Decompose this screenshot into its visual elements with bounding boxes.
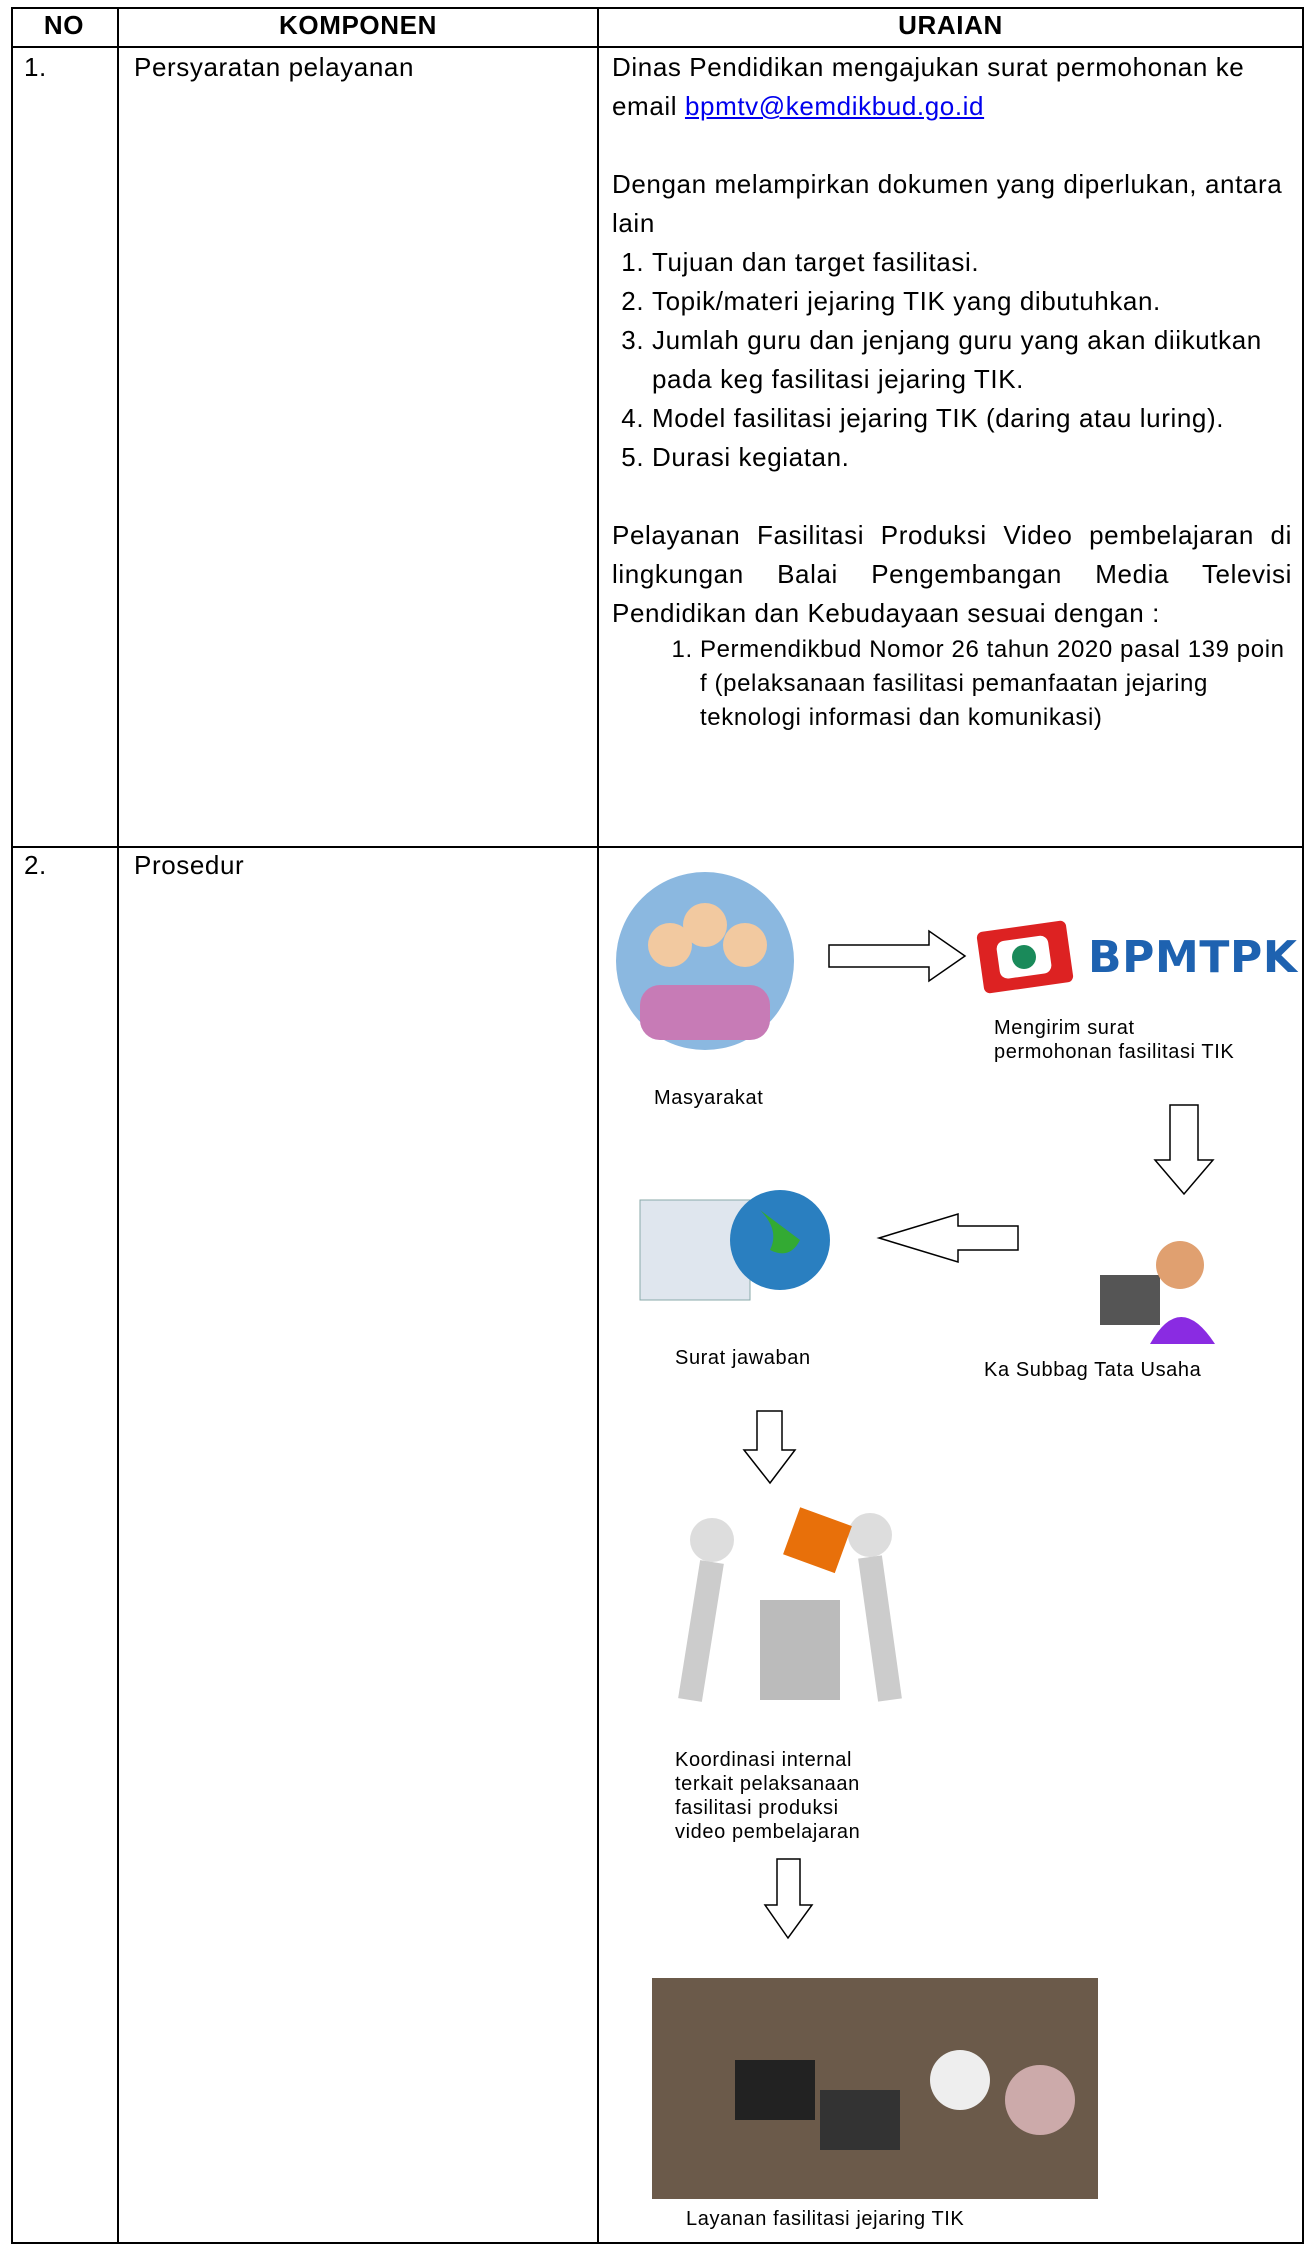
node-label: Mengirim surat permohonan fasilitasi TIK (994, 1017, 1235, 1063)
requirement-item: Model fasilitasi jejaring TIK (daring at… (652, 399, 1292, 438)
requirement-item: Jumlah guru dan jenjang guru yang akan d… (652, 321, 1292, 399)
intro-text: Dinas Pendidikan mengajukan surat permoh… (612, 52, 1245, 121)
row-no: 2. (24, 850, 47, 880)
border (117, 7, 119, 2244)
node-label: Layanan fasilitasi jejaring TIK (686, 2208, 965, 2230)
arrow-down (1153, 1104, 1215, 1196)
node-label: Ka Subbag Tata Usaha (984, 1359, 1202, 1381)
node-label: Koordinasi internal terkait pelaksanaan … (675, 1749, 861, 1843)
header-uraian: URAIAN (898, 10, 1003, 40)
border (11, 2242, 1304, 2244)
row-komponen: Persyaratan pelayanan (134, 52, 415, 82)
lead: Dengan melampirkan dokumen yang diperluk… (612, 169, 1283, 238)
node-label: Masyarakat (654, 1087, 764, 1109)
row-komponen: Prosedur (134, 850, 245, 880)
header-no: NO (43, 10, 85, 40)
intro: Dinas Pendidikan mengajukan surat permoh… (612, 48, 1292, 126)
logo-text: BPMTPK (1088, 932, 1299, 983)
paragraph: Pelayanan Fasilitasi Produksi Video pemb… (612, 520, 1292, 628)
flow-diagram: BPMTPK (616, 872, 1299, 2199)
requirement-item: Topik/materi jejaring TIK yang dibutuhka… (652, 282, 1292, 321)
requirement-item: Durasi kegiatan. (652, 438, 1292, 477)
border (11, 46, 1304, 48)
reference-item: Permendikbud Nomor 26 tahun 2020 pasal 1… (700, 633, 1292, 735)
uraian: Dinas Pendidikan mengajukan surat permoh… (612, 48, 1292, 735)
arrow-down (763, 1858, 814, 1940)
arrow-left (876, 1212, 1019, 1264)
header-komponen: KOMPONEN (279, 10, 437, 40)
border (11, 846, 1304, 848)
arrow-down (742, 1410, 797, 1485)
border (1302, 7, 1304, 2244)
reference-list: Permendikbud Nomor 26 tahun 2020 pasal 1… (612, 633, 1292, 735)
email-link[interactable]: bpmtv@kemdikbud.go.id (684, 91, 985, 121)
arrow-right (828, 929, 967, 983)
border (597, 7, 599, 2244)
requirements-list: Tujuan dan target fasilitasi.Topik/mater… (612, 243, 1292, 477)
border (11, 7, 1304, 9)
requirement-item: Tujuan dan target fasilitasi. (652, 243, 1292, 282)
border (11, 7, 13, 2244)
operator-icon (1100, 1275, 1160, 1325)
row-no: 1. (24, 52, 47, 82)
node-label: Surat jawaban (675, 1347, 811, 1369)
puzzle-icon (690, 1518, 734, 1562)
